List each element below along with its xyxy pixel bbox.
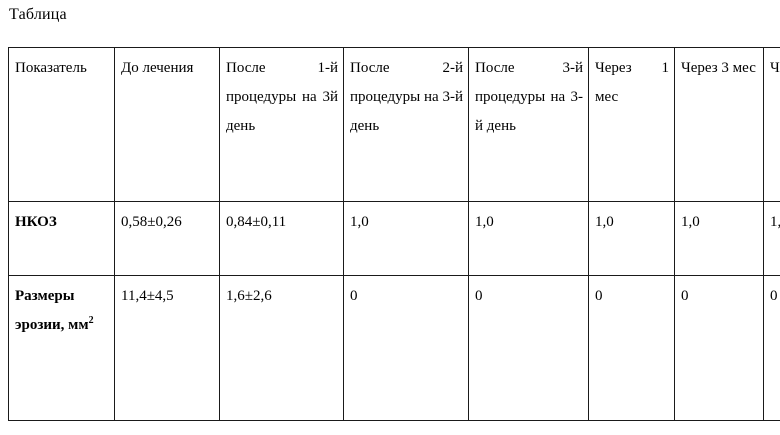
cell-nkoz-proc2: 1,0 bbox=[343, 201, 469, 276]
table-header-row: Показатель До лечения После 1-й процедур… bbox=[8, 47, 780, 202]
cell-erosion-proc3: 0 bbox=[468, 275, 589, 421]
cell-erosion-m3: 0 bbox=[674, 275, 764, 421]
cell-erosion-m1: 0 bbox=[588, 275, 675, 421]
header-cell-procedure-2: После 2-й процедуры на 3-й день bbox=[343, 47, 469, 202]
cell-erosion-m6: 0 bbox=[763, 275, 780, 421]
cell-nkoz-m6: 1,0 bbox=[763, 201, 780, 276]
row-label-erosion-size-superscript: 2 bbox=[88, 315, 94, 326]
results-table: Показатель До лечения После 1-й процедур… bbox=[8, 47, 780, 421]
header-cell-month-6: Через 6 мес bbox=[763, 47, 780, 202]
header-cell-param: Показатель bbox=[8, 47, 115, 202]
table-row: Размеры эрозии, мм2 11,4±4,5 1,6±2,6 0 0… bbox=[8, 275, 780, 421]
cell-nkoz-before: 0,58±0,26 bbox=[114, 201, 220, 276]
cell-erosion-proc2: 0 bbox=[343, 275, 469, 421]
row-label-nkoz: НКОЗ bbox=[8, 201, 115, 276]
cell-erosion-before: 11,4±4,5 bbox=[114, 275, 220, 421]
cell-nkoz-proc1: 0,84±0,11 bbox=[219, 201, 344, 276]
row-label-erosion-size: Размеры эрозии, мм2 bbox=[8, 275, 115, 421]
cell-nkoz-m1: 1,0 bbox=[588, 201, 675, 276]
row-label-erosion-size-text: Размеры эрозии, мм bbox=[15, 288, 89, 333]
header-cell-procedure-3: После 3-й процедуры на 3-й день bbox=[468, 47, 589, 202]
header-cell-procedure-1: После 1-й процедуры на 3й день bbox=[219, 47, 344, 202]
header-cell-before: До лечения bbox=[114, 47, 220, 202]
table-row: НКОЗ 0,58±0,26 0,84±0,11 1,0 1,0 1,0 1,0… bbox=[8, 201, 780, 276]
cell-nkoz-m3: 1,0 bbox=[674, 201, 764, 276]
cell-nkoz-proc3: 1,0 bbox=[468, 201, 589, 276]
cell-erosion-proc1: 1,6±2,6 bbox=[219, 275, 344, 421]
header-cell-month-1: Через 1 мес bbox=[588, 47, 675, 202]
header-cell-month-3: Через 3 мес bbox=[674, 47, 764, 202]
page-title: Таблица bbox=[9, 6, 67, 23]
